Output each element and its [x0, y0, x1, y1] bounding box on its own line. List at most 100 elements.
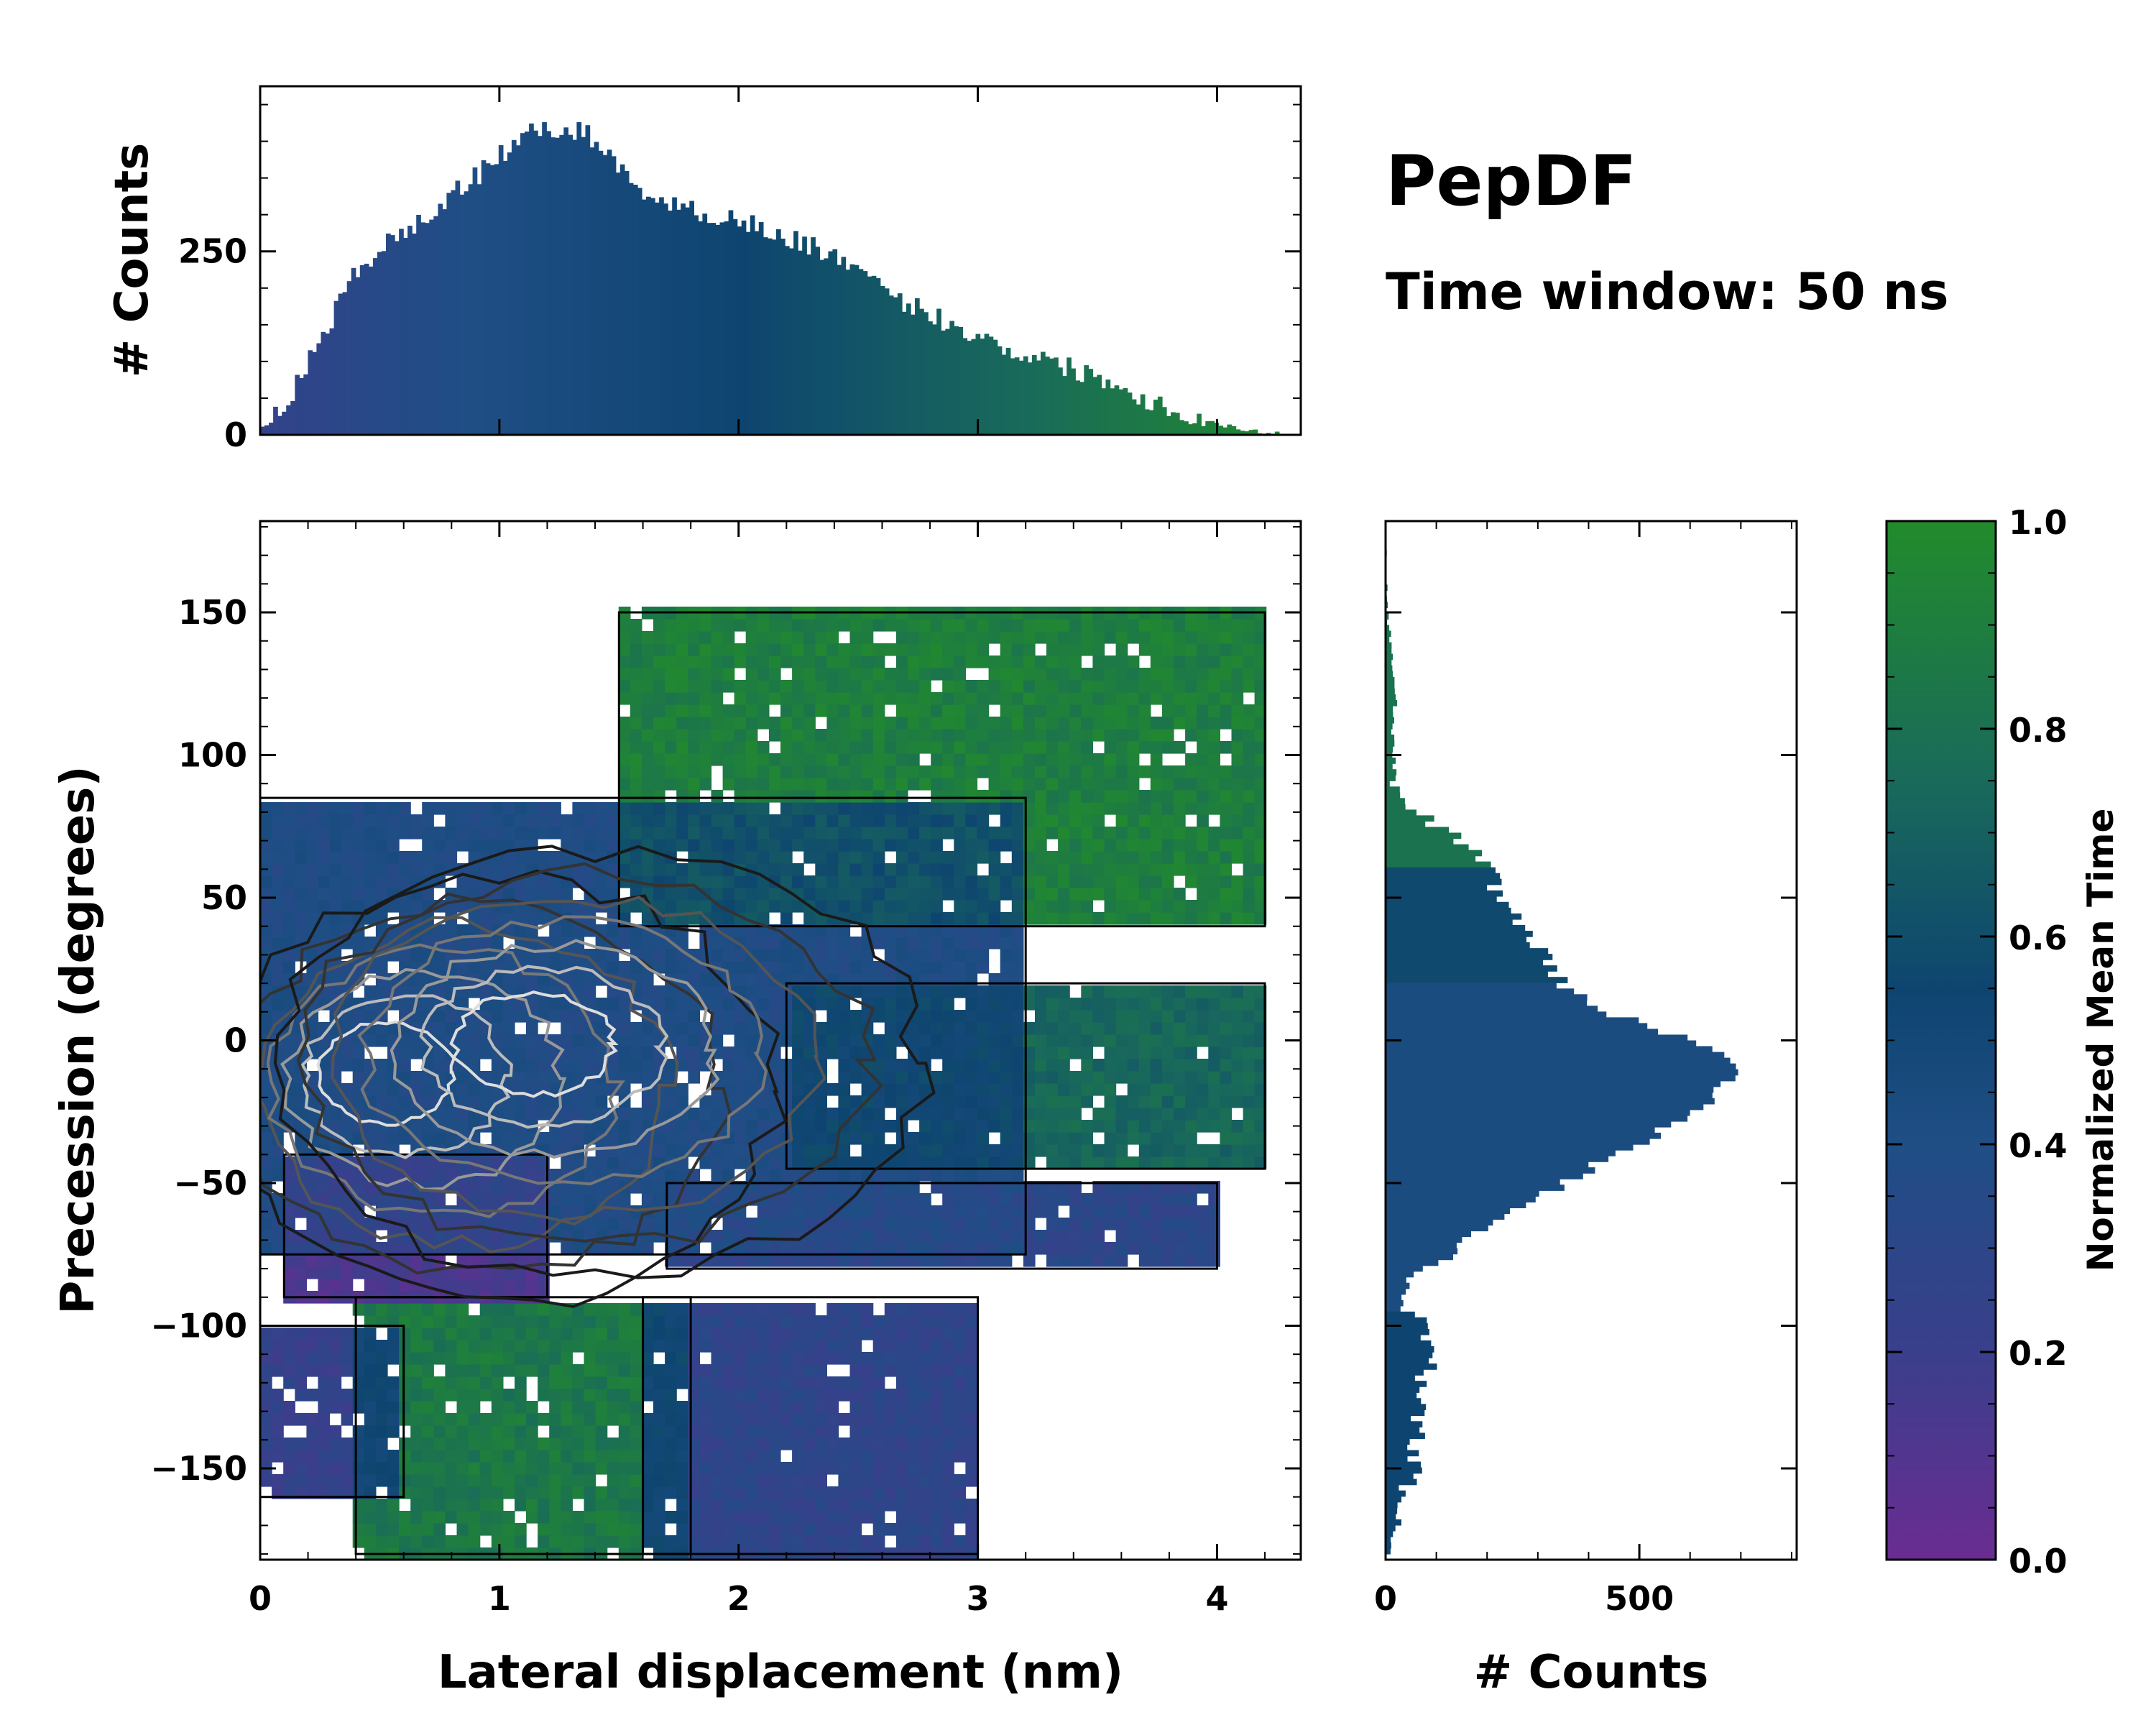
heatmap-cell — [1092, 656, 1105, 668]
heatmap-cell — [988, 851, 1001, 864]
heatmap-cell — [954, 1364, 966, 1377]
heatmap-cell — [908, 741, 920, 754]
heatmap-cell — [1058, 1120, 1070, 1133]
heatmap-cell — [919, 1132, 931, 1145]
top-histogram-bar — [1157, 396, 1163, 435]
heatmap-cell — [538, 1413, 550, 1426]
top-histogram-bar — [841, 257, 847, 435]
heatmap-cell — [433, 961, 446, 974]
heatmap-cell — [780, 1193, 793, 1206]
heatmap-cell — [572, 1034, 585, 1047]
heatmap-cell — [768, 765, 781, 778]
heatmap-cell — [954, 1486, 966, 1499]
heatmap-cell — [803, 729, 816, 742]
heatmap-cell — [1081, 753, 1093, 766]
heatmap-cell — [815, 1535, 827, 1548]
heatmap-cell — [745, 1340, 758, 1353]
heatmap-cell — [595, 1340, 608, 1353]
heatmap-cell — [526, 1438, 538, 1450]
heatmap-cell — [849, 1462, 862, 1475]
heatmap-cell — [630, 1486, 642, 1499]
heatmap-cell — [410, 1071, 423, 1084]
heatmap-cell — [988, 1144, 1001, 1157]
heatmap-cell — [931, 1169, 943, 1182]
heatmap-cell — [1104, 1132, 1117, 1145]
heatmap-cell — [768, 729, 781, 742]
top-histogram-bar — [659, 197, 664, 435]
heatmap-cell — [410, 1462, 423, 1475]
heatmap-cell — [872, 1169, 885, 1182]
heatmap-cell — [618, 1034, 631, 1047]
heatmap-cell — [318, 1254, 331, 1267]
heatmap-cell — [895, 741, 908, 754]
heatmap-cell — [861, 1535, 874, 1548]
heatmap-cell — [1058, 998, 1070, 1011]
heatmap-cell — [1081, 1120, 1093, 1133]
heatmap-cell — [1011, 619, 1024, 632]
heatmap-cell — [826, 1425, 839, 1438]
heatmap-cell — [352, 814, 365, 827]
heatmap-cell — [931, 924, 943, 937]
heatmap-cell — [502, 1108, 515, 1121]
heatmap-cell — [895, 1059, 908, 1072]
top-histogram-bar — [485, 163, 491, 435]
heatmap-cell — [1127, 1132, 1140, 1145]
heatmap-cell — [1127, 851, 1140, 864]
heatmap-cell — [838, 888, 851, 901]
top-histogram-bar — [1222, 427, 1228, 435]
heatmap-cell — [988, 802, 1001, 815]
heatmap-cell — [526, 1169, 538, 1182]
heatmap-cell — [734, 1376, 747, 1389]
heatmap-cell — [954, 1352, 966, 1365]
heatmap-cell — [872, 814, 885, 827]
heatmap-cell — [491, 937, 504, 949]
top-histogram-bar — [1114, 385, 1120, 435]
heatmap-cell — [364, 1193, 377, 1206]
heatmap-cell — [919, 1169, 931, 1182]
heatmap-cell — [364, 1132, 377, 1145]
heatmap-cell — [954, 1022, 966, 1035]
heatmap-cell — [653, 1511, 665, 1524]
heatmap-cell — [1081, 1254, 1093, 1267]
heatmap-cell — [861, 1486, 874, 1499]
heatmap-cell — [479, 1279, 492, 1292]
heatmap-cell — [387, 1022, 400, 1035]
top-histogram-bar — [312, 351, 318, 435]
heatmap-cell — [445, 851, 458, 864]
heatmap-cell — [456, 839, 469, 852]
heatmap-cell — [908, 1462, 920, 1475]
heatmap-cell — [1092, 1205, 1105, 1218]
heatmap-cell — [341, 1218, 354, 1230]
heatmap-cell — [711, 704, 724, 717]
heatmap-cell — [688, 692, 700, 705]
heatmap-cell — [988, 863, 1001, 876]
heatmap-cell — [849, 900, 862, 913]
heatmap-cell — [526, 1486, 538, 1499]
heatmap-cell — [1035, 631, 1047, 644]
heatmap-cell — [456, 1499, 469, 1512]
heatmap-cell — [977, 1144, 990, 1157]
heatmap-cell — [849, 1169, 862, 1182]
heatmap-cell — [895, 668, 908, 681]
heatmap-cell — [399, 1389, 411, 1402]
heatmap-cell — [538, 888, 550, 901]
heatmap-cell — [942, 643, 954, 656]
heatmap-cell — [942, 656, 954, 668]
heatmap-cell — [699, 1315, 712, 1328]
heatmap-cell — [341, 1169, 354, 1182]
heatmap-cell — [931, 1218, 943, 1230]
heatmap-cell — [908, 1205, 920, 1218]
heatmap-cell — [908, 924, 920, 937]
heatmap-cell — [988, 900, 1001, 913]
heatmap-cell — [479, 839, 492, 852]
heatmap-cell — [849, 1120, 862, 1133]
heatmap-cell — [838, 875, 851, 888]
heatmap-cell — [641, 1376, 654, 1389]
top-histogram-bar — [641, 199, 647, 435]
heatmap-cell — [653, 802, 665, 815]
heatmap-cell — [919, 1303, 931, 1316]
heatmap-cell — [653, 863, 665, 876]
heatmap-cell — [1138, 900, 1151, 913]
heatmap-cell — [387, 1401, 400, 1414]
heatmap-cell — [653, 839, 665, 852]
